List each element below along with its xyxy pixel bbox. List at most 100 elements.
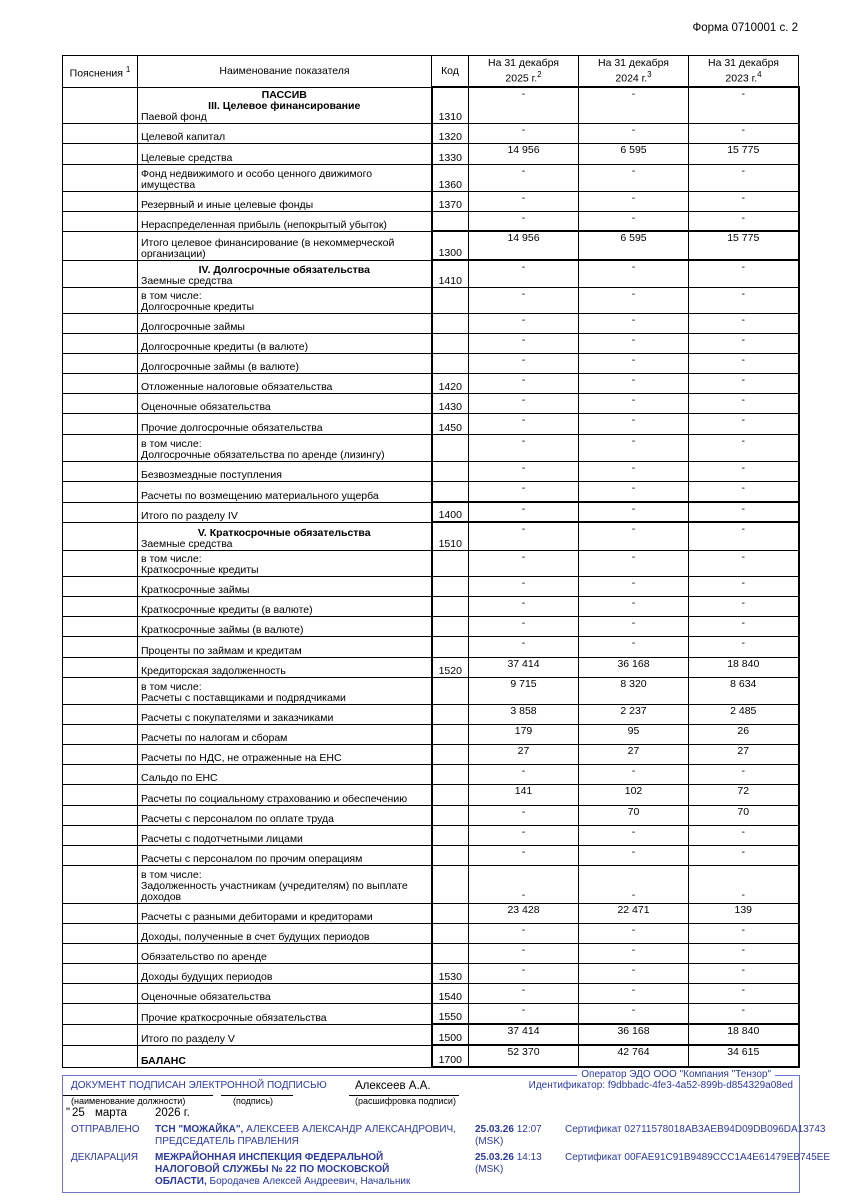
value-2025: - xyxy=(468,864,579,904)
value-2024: - xyxy=(578,635,689,658)
indicator-name: Оценочные обязательства xyxy=(137,392,432,414)
table-row: Итого по разделу IV 1400- - - xyxy=(62,501,800,523)
indicator-label: Итого по разделу V xyxy=(141,1032,235,1045)
header-2025: На 31 декабря 2025 г.2 xyxy=(468,55,579,88)
indicator-code xyxy=(430,743,469,765)
indicator-label: Доходы будущих периодов xyxy=(141,970,273,983)
value-2023: - xyxy=(688,259,800,288)
value-2024: - xyxy=(578,433,689,462)
indicator-name: Проценты по займам и кредитам xyxy=(137,635,432,658)
indicator-name: Итого по разделу IV xyxy=(137,501,432,523)
indicator-name: Целевой капитал xyxy=(137,122,432,144)
value-2024: - xyxy=(578,575,689,597)
value-2024: - xyxy=(578,615,689,637)
table-row: в том числе: Краткосрочные кредиты - - - xyxy=(62,549,800,577)
indicator-code xyxy=(430,922,469,944)
indicator-code: 1520 xyxy=(430,656,469,678)
indicator-label: Фонд недвижимого и особо ценного движимо… xyxy=(141,167,373,191)
value-2024: - xyxy=(578,392,689,414)
indicator-code xyxy=(430,332,469,354)
explanation-cell xyxy=(62,549,138,577)
explanation-cell xyxy=(62,615,138,637)
value-2025: - xyxy=(468,412,579,435)
value-2024: - xyxy=(578,922,689,944)
value-2023: - xyxy=(688,501,800,523)
explanation-cell xyxy=(62,962,138,984)
value-2024: - xyxy=(578,86,689,124)
value-2025: - xyxy=(468,286,579,314)
indicator-code: 1700 xyxy=(430,1044,469,1068)
value-2024: 8 320 xyxy=(578,676,689,705)
indicator-code: 1320 xyxy=(430,122,469,144)
value-2025: - xyxy=(468,575,579,597)
indicator-label: Отложенные налоговые обязательства xyxy=(141,380,333,393)
indicator-code: 1410 xyxy=(430,259,469,288)
indicator-label: БАЛАНС xyxy=(141,1054,186,1067)
value-2023: - xyxy=(688,1002,800,1025)
table-row: Целевой капитал 1320- - - xyxy=(62,122,800,144)
date-year: 2026 г. xyxy=(155,1107,190,1119)
explanation-cell xyxy=(62,286,138,314)
indicator-label: Заемные средства xyxy=(141,274,233,287)
indicator-label: в том числе: Долгосрочные кредиты xyxy=(141,289,255,313)
indicator-name: Обязательство по аренде xyxy=(137,942,432,964)
value-2025: - xyxy=(468,86,579,124)
explanation-cell xyxy=(62,922,138,944)
table-row: Доходы будущих периодов 1530- - - xyxy=(62,962,800,984)
table-row: Расчеты с персоналом по оплате труда -70 7… xyxy=(62,804,800,826)
indicator-name: Сальдо по ЕНС xyxy=(137,763,432,785)
declaration-timezone: (MSK) xyxy=(475,1164,504,1175)
indicator-name: Доходы, полученные в счет будущих период… xyxy=(137,922,432,944)
value-2025: - xyxy=(468,824,579,846)
indicator-code: 1310 xyxy=(430,86,469,124)
value-2023: - xyxy=(688,210,800,232)
sent-timezone: (MSK) xyxy=(475,1136,504,1147)
table-row: в том числе: Задолженность участникам (у… xyxy=(62,864,800,904)
table-row: Расчеты по возмещению материального ущер… xyxy=(62,480,800,503)
explanation-cell xyxy=(62,352,138,374)
indicator-code xyxy=(430,864,469,904)
indicator-name: Краткосрочные кредиты (в валюте) xyxy=(137,595,432,617)
table-row: Итого по разделу V 1500 37 414 36 168 18 840 xyxy=(62,1023,800,1046)
declaration-datetime: 25.03.26 14:13 xyxy=(475,1152,542,1163)
table-row: Прочие долгосрочные обязательства 1450- - - xyxy=(62,412,800,435)
indicator-label: в том числе: Краткосрочные кредиты xyxy=(141,552,259,576)
indicator-name: Целевые средства xyxy=(137,142,432,165)
value-2025: - xyxy=(468,501,579,523)
value-2025: - xyxy=(468,844,579,866)
explanation-cell xyxy=(62,332,138,354)
value-2023: - xyxy=(688,922,800,944)
indicator-code xyxy=(430,676,469,705)
table-row: Расчеты с подотчетными лицами - - - xyxy=(62,824,800,846)
value-2025: - xyxy=(468,763,579,785)
value-2025: - xyxy=(468,190,579,212)
value-2023: - xyxy=(688,372,800,394)
indicator-label: Расчеты по социальному страхованию и обе… xyxy=(141,792,408,805)
indicator-code xyxy=(430,312,469,334)
explanation-cell xyxy=(62,142,138,165)
indicator-code xyxy=(430,824,469,846)
value-2023: 18 840 xyxy=(688,1023,800,1046)
header-code: Код xyxy=(431,55,469,88)
value-2023: - xyxy=(688,352,800,374)
table-row: Итого целевое финансирование (в некоммер… xyxy=(62,230,800,261)
table-row: IV. Долгосрочные обязательства Заемные ср… xyxy=(62,259,800,288)
indicator-code xyxy=(430,615,469,637)
value-2024: - xyxy=(578,844,689,866)
value-2024: 42 764 xyxy=(578,1044,689,1068)
table-row: Расчеты по НДС, не отраженные на ЕНС 27 27… xyxy=(62,743,800,765)
declaration-org-line2: НАЛОГОВОЙ СЛУЖБЫ № 22 ПО МОСКОВСКОЙ xyxy=(155,1164,390,1175)
sent-certificate: Сертификат 02711578018AB3AEB94D09DB096DA… xyxy=(565,1124,826,1135)
indicator-name: в том числе: Расчеты с поставщиками и по… xyxy=(137,676,432,705)
explanation-cell xyxy=(62,372,138,394)
indicator-name: Безвозмездные поступления xyxy=(137,460,432,482)
explanation-cell xyxy=(62,844,138,866)
indicator-name: БАЛАНС xyxy=(137,1044,432,1068)
value-2025: - xyxy=(468,521,579,551)
header-2023: На 31 декабря 2023 г.4 xyxy=(688,55,799,88)
value-2023: 8 634 xyxy=(688,676,800,705)
indicator-code: 1420 xyxy=(430,372,469,394)
indicator-name: Прочие долгосрочные обязательства xyxy=(137,412,432,435)
explanation-cell xyxy=(62,521,138,551)
value-2023: - xyxy=(688,460,800,482)
